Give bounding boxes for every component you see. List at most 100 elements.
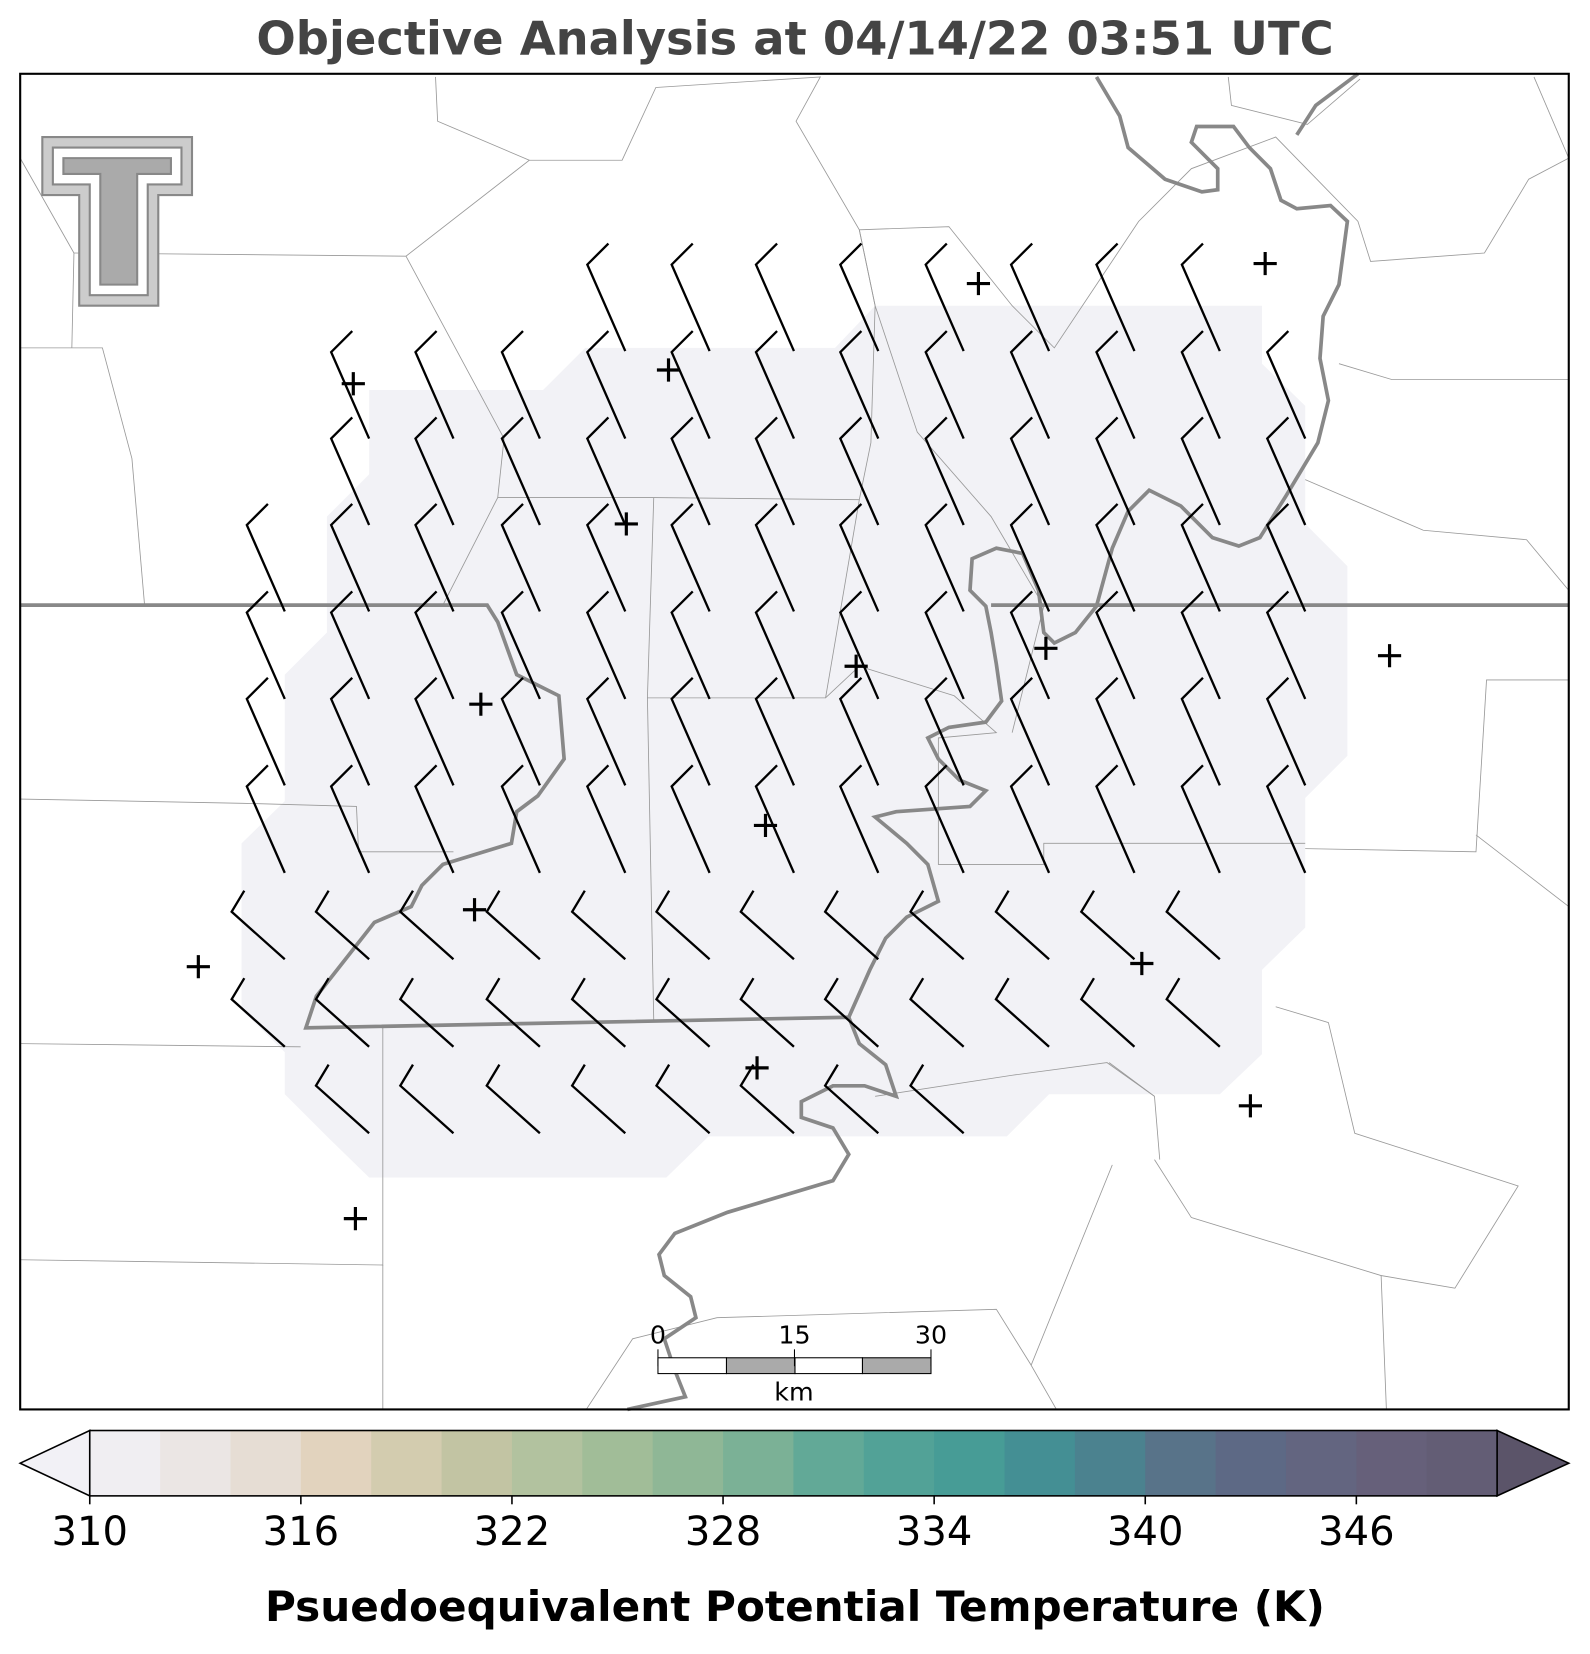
map-area: km 0 15 30: [19, 72, 1570, 1412]
wind-barb: [754, 330, 796, 440]
station-marker: [343, 1207, 368, 1231]
wind-barb: [414, 677, 455, 786]
wind-barb: [1265, 764, 1307, 874]
wind-barb: [585, 416, 627, 526]
wind-barb: [245, 677, 286, 786]
wind-barb: [1180, 242, 1221, 352]
wind-barb: [1165, 890, 1221, 961]
wind-barb: [994, 977, 1050, 1048]
colorbar-cell: [652, 1430, 724, 1496]
wind-barb: [500, 590, 541, 700]
wind-barb: [754, 416, 796, 526]
wind-barb: [500, 503, 541, 612]
station-marker: [844, 654, 868, 678]
wind-barb: [1079, 890, 1136, 961]
colorbar-cell: [934, 1430, 1006, 1496]
wind-barb: [585, 242, 627, 352]
colorbar-tick-label: 310: [52, 1509, 128, 1555]
station-marker: [966, 271, 991, 296]
wind-barb: [585, 503, 627, 612]
wind-barb: [1180, 416, 1221, 526]
wind-barb: [909, 890, 965, 961]
wind-barb: [754, 764, 796, 874]
wind-barb: [1165, 977, 1221, 1048]
wind-barb: [1265, 590, 1307, 700]
wind-barb: [329, 330, 371, 440]
wind-barb: [1009, 416, 1051, 526]
colorbar-extend-low: [18, 1429, 91, 1498]
wind-barb: [1095, 503, 1136, 612]
station-marker: [745, 1056, 769, 1080]
colorbar-tick-label: 322: [474, 1509, 550, 1555]
colorbar-cell: [160, 1430, 232, 1496]
wind-barb: [230, 977, 286, 1048]
wind-barb: [570, 890, 627, 961]
wind-barb: [670, 764, 711, 874]
wind-barb: [245, 503, 286, 612]
wind-barb: [1265, 330, 1307, 440]
wind-barb: [230, 890, 286, 961]
wind-barb: [838, 416, 880, 526]
colorbar-cell: [1426, 1430, 1498, 1496]
scale-bar: km 0 15 30: [650, 1321, 947, 1407]
wind-barb: [838, 242, 880, 352]
wind-barbs: [230, 242, 1307, 1135]
wind-barb: [414, 590, 455, 700]
station-marker: [1377, 644, 1402, 668]
scale-unit: km: [774, 1378, 813, 1407]
wind-barb: [1180, 677, 1221, 786]
wind-barb: [670, 242, 711, 352]
wind-barb: [924, 590, 965, 700]
wind-barb: [585, 330, 627, 440]
colorbar-cell: [230, 1430, 302, 1496]
station-marker: [1253, 251, 1277, 276]
colorbar-cell: [723, 1430, 794, 1496]
wind-barb: [654, 977, 711, 1048]
wind-barb: [570, 977, 627, 1048]
wind-barb: [1180, 590, 1221, 700]
wind-barb: [924, 330, 965, 440]
wind-barb: [1180, 503, 1221, 612]
wind-barb: [485, 890, 541, 961]
colorbar-frame: [88, 1429, 1498, 1497]
station-markers: [186, 251, 1402, 1231]
wind-barb: [1095, 764, 1136, 874]
station-marker: [656, 358, 681, 382]
colorbar-cell: [1285, 1430, 1357, 1496]
wind-barb: [670, 330, 711, 440]
station-marker: [1238, 1094, 1262, 1118]
colorbar-cell: [1215, 1430, 1287, 1496]
wind-barb: [739, 890, 795, 961]
title: Objective Analysis at 04/14/22 03:51 UTC: [256, 12, 1333, 66]
colorbar-cell: [1004, 1430, 1076, 1496]
wind-barb: [500, 330, 541, 440]
scale-segment: [861, 1357, 932, 1375]
wind-barb: [924, 677, 965, 786]
wind-barb: [398, 977, 455, 1048]
wind-barb: [500, 764, 541, 874]
wind-barb: [1079, 977, 1136, 1048]
colorbar-label: Psuedoequivalent Potential Temperature (…: [265, 1582, 1325, 1631]
wind-barb: [739, 977, 795, 1048]
wind-barb: [1095, 416, 1136, 526]
wind-barb: [838, 503, 880, 612]
wind-barb: [314, 890, 370, 961]
wind-barb: [670, 503, 711, 612]
wind-barb: [754, 590, 796, 700]
colorbar-cell: [1145, 1430, 1217, 1496]
analysis-region: [241, 305, 1348, 1178]
wind-barb: [414, 330, 455, 440]
wind-barb: [485, 1064, 541, 1135]
wind-barb: [924, 242, 965, 352]
wind-barb: [754, 503, 796, 612]
wind-barb: [909, 977, 965, 1048]
wind-barb: [838, 330, 880, 440]
station-marker: [462, 898, 487, 922]
wind-barb: [414, 764, 455, 874]
colorbar-tick-label: 328: [685, 1509, 761, 1555]
colorbar-cell: [1356, 1430, 1428, 1496]
colorbar-cell: [441, 1430, 513, 1496]
wind-barb: [1095, 242, 1136, 352]
wind-barb: [1265, 503, 1307, 612]
colorbar: 310 316 322 328 334 340 346: [18, 1429, 1571, 1555]
